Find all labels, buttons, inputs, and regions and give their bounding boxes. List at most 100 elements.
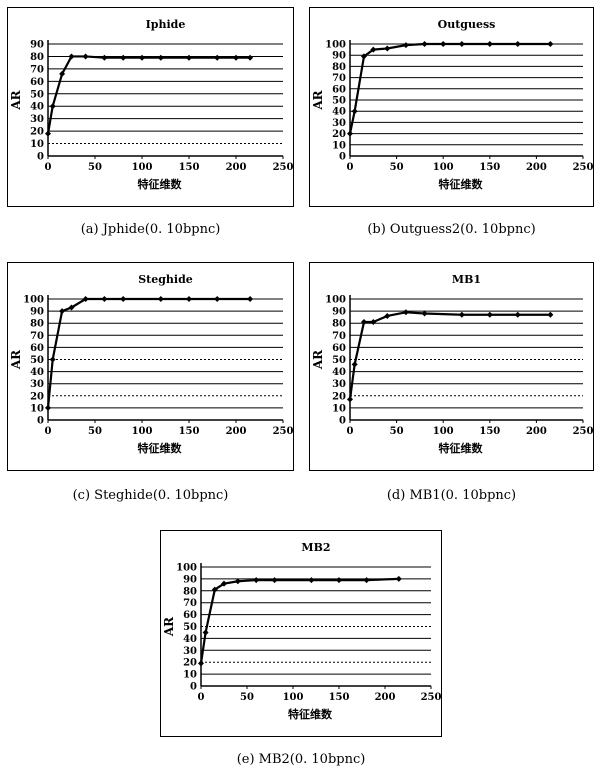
data-point — [253, 577, 260, 584]
x-tick-label: 150 — [479, 426, 500, 437]
data-point — [370, 46, 377, 53]
y-tick-label: 90 — [332, 51, 346, 62]
y-tick-label: 50 — [30, 89, 44, 100]
y-tick-label: 60 — [30, 343, 44, 354]
data-point — [421, 310, 428, 317]
y-tick-label: 20 — [30, 127, 44, 138]
y-tick-label: 10 — [332, 140, 346, 151]
data-point — [247, 296, 254, 302]
x-tick-label: 250 — [273, 162, 293, 173]
data-point — [351, 108, 358, 115]
y-tick-label: 80 — [332, 319, 346, 330]
y-tick-label: 70 — [183, 598, 197, 609]
y-tick-label: 40 — [332, 107, 346, 118]
x-tick-label: 50 — [240, 692, 254, 703]
y-tick-label: 30 — [332, 379, 346, 390]
y-tick-label: 10 — [30, 139, 44, 150]
chart-title: MB1 — [452, 273, 481, 286]
data-point — [101, 54, 108, 61]
y-tick-label: 80 — [30, 319, 44, 330]
data-point — [234, 578, 241, 585]
x-tick-label: 100 — [132, 426, 153, 437]
x-tick-label: 150 — [329, 692, 350, 703]
x-axis-label: 特征维数 — [439, 441, 484, 455]
y-axis-label: AR — [9, 89, 23, 110]
y-tick-label: 50 — [332, 96, 346, 107]
chart-panel-e: MB2 0 10 20 30 40 50 60 70 80 90 100 0 50 100 150 200 250… — [160, 530, 442, 737]
data-point — [363, 577, 370, 584]
x-tick-label: 50 — [390, 162, 404, 173]
y-tick-label: 90 — [30, 40, 44, 51]
y-tick-label: 100 — [176, 563, 197, 574]
data-point — [186, 54, 192, 61]
data-point — [59, 308, 66, 315]
data-point — [402, 42, 409, 49]
data-point — [486, 41, 493, 47]
x-tick-label: 250 — [573, 162, 593, 173]
data-point — [49, 103, 56, 110]
y-tick-label: 0 — [37, 416, 44, 427]
chart-d-caption: (d) MB1(0. 10bpnc) — [386, 488, 517, 503]
data-point — [214, 54, 221, 61]
x-tick-label: 250 — [273, 426, 293, 437]
y-tick-label: 90 — [30, 307, 44, 318]
y-tick-label: 50 — [30, 355, 44, 366]
x-tick-label: 0 — [198, 692, 205, 703]
x-axis-label: 特征维数 — [138, 177, 183, 191]
y-tick-label: 50 — [183, 622, 197, 633]
data-point — [45, 404, 51, 411]
y-tick-label: 20 — [183, 658, 197, 669]
data-point — [211, 586, 218, 593]
y-tick-label: 10 — [183, 670, 197, 681]
y-tick-label: 40 — [332, 367, 346, 378]
data-point — [82, 53, 89, 60]
data-point — [82, 296, 89, 302]
chart-panel-b: Outguess 0 10 20 30 40 50 60 70 80 90 100 0 50 100 150 2… — [309, 7, 594, 207]
x-tick-label: 0 — [347, 426, 354, 437]
y-tick-label: 100 — [325, 40, 346, 51]
data-point — [384, 312, 391, 319]
x-axis-label: 特征维数 — [288, 707, 333, 721]
data-point — [186, 296, 192, 302]
data-point — [370, 318, 377, 325]
data-point — [214, 296, 221, 302]
x-tick-label: 200 — [375, 692, 396, 703]
data-point — [514, 41, 521, 47]
data-point — [120, 296, 127, 302]
y-tick-label: 0 — [339, 152, 346, 163]
data-point — [157, 54, 164, 61]
data-point — [221, 580, 227, 587]
y-tick-label: 0 — [339, 416, 346, 427]
y-tick-label: 30 — [30, 379, 44, 390]
y-tick-label: 40 — [183, 634, 197, 645]
y-tick-label: 70 — [332, 73, 346, 84]
y-tick-label: 60 — [332, 343, 346, 354]
x-axis-label: 特征维数 — [439, 177, 484, 191]
data-point — [233, 54, 239, 61]
data-point — [486, 311, 493, 318]
data-point — [198, 660, 204, 667]
y-tick-label: 90 — [332, 307, 346, 318]
x-axis-label: 特征维数 — [138, 441, 183, 455]
y-axis-label: AR — [162, 616, 176, 637]
data-point — [271, 577, 278, 584]
x-tick-label: 50 — [88, 426, 102, 437]
data-point — [139, 54, 145, 61]
x-tick-label: 50 — [88, 162, 102, 173]
y-tick-label: 100 — [23, 295, 44, 306]
x-tick-label: 100 — [433, 162, 454, 173]
x-tick-label: 250 — [573, 426, 593, 437]
x-tick-label: 200 — [526, 426, 547, 437]
y-axis-label: AR — [311, 89, 325, 110]
data-point — [458, 311, 465, 318]
chart-a-caption: (a) Jphide(0. 10bpnc) — [80, 222, 221, 237]
y-tick-label: 30 — [183, 646, 197, 657]
y-tick-label: 0 — [190, 682, 197, 693]
x-tick-label: 150 — [179, 426, 200, 437]
chart-b-caption: (b) Outguess2(0. 10bpnc) — [367, 222, 536, 237]
y-tick-label: 50 — [332, 355, 346, 366]
x-tick-label: 150 — [479, 162, 500, 173]
y-tick-label: 20 — [332, 391, 346, 402]
